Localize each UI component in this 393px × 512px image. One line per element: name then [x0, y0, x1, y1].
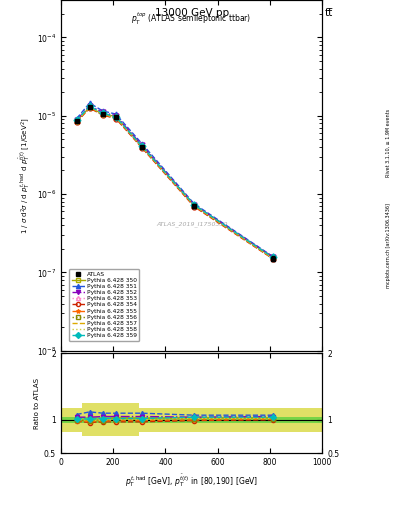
Pythia 6.428 352 — [270, 254, 275, 260]
Pythia 6.428 358 — [114, 114, 118, 120]
Pythia 6.428 357 — [100, 111, 105, 117]
Pythia 6.428 354 — [114, 116, 118, 122]
Pythia 6.428 352 — [100, 110, 105, 116]
Pythia 6.428 351 — [192, 201, 196, 207]
Pythia 6.428 350 — [114, 113, 118, 119]
Pythia 6.428 355 — [192, 203, 196, 209]
Pythia 6.428 351 — [100, 108, 105, 114]
Pythia 6.428 353 — [74, 118, 79, 124]
Pythia 6.428 353 — [192, 203, 196, 209]
Pythia 6.428 350 — [87, 104, 92, 111]
Line: Pythia 6.428 354: Pythia 6.428 354 — [74, 105, 275, 261]
Pythia 6.428 358 — [270, 255, 275, 261]
Line: Pythia 6.428 353: Pythia 6.428 353 — [74, 104, 275, 261]
Pythia 6.428 357 — [140, 143, 144, 150]
Pythia 6.428 359 — [100, 111, 105, 117]
X-axis label: $p_T^{t,\mathrm{had}}$ [GeV], $p_T^{\bar{t}(t)}$ in [80,190] [GeV]: $p_T^{t,\mathrm{had}}$ [GeV], $p_T^{\bar… — [125, 473, 258, 489]
Pythia 6.428 350 — [74, 118, 79, 124]
Pythia 6.428 356 — [192, 203, 196, 209]
Text: 13000 GeV pp: 13000 GeV pp — [154, 8, 229, 18]
Pythia 6.428 359 — [192, 202, 196, 208]
Text: ATLAS_2019_I1750330: ATLAS_2019_I1750330 — [156, 222, 227, 227]
Pythia 6.428 351 — [270, 253, 275, 260]
Pythia 6.428 356 — [114, 114, 118, 120]
Pythia 6.428 357 — [114, 114, 118, 120]
Line: Pythia 6.428 356: Pythia 6.428 356 — [74, 105, 275, 261]
Pythia 6.428 354 — [140, 145, 144, 151]
Legend: ATLAS, Pythia 6.428 350, Pythia 6.428 351, Pythia 6.428 352, Pythia 6.428 353, P: ATLAS, Pythia 6.428 350, Pythia 6.428 35… — [69, 269, 140, 341]
Pythia 6.428 350 — [192, 202, 196, 208]
Pythia 6.428 355 — [74, 119, 79, 125]
Pythia 6.428 357 — [270, 254, 275, 261]
Pythia 6.428 350 — [270, 254, 275, 261]
Pythia 6.428 358 — [100, 111, 105, 117]
Pythia 6.428 353 — [270, 255, 275, 261]
Text: mcplots.cern.ch [arXiv:1306.3436]: mcplots.cern.ch [arXiv:1306.3436] — [386, 203, 391, 288]
Pythia 6.428 356 — [100, 111, 105, 117]
Pythia 6.428 359 — [74, 117, 79, 123]
Line: Pythia 6.428 351: Pythia 6.428 351 — [74, 101, 275, 259]
Pythia 6.428 357 — [74, 118, 79, 124]
Pythia 6.428 358 — [192, 202, 196, 208]
Pythia 6.428 355 — [270, 255, 275, 262]
Text: Rivet 3.1.10, ≥ 1.9M events: Rivet 3.1.10, ≥ 1.9M events — [386, 109, 391, 178]
Pythia 6.428 354 — [192, 204, 196, 210]
Pythia 6.428 355 — [87, 104, 92, 111]
Pythia 6.428 358 — [74, 118, 79, 124]
Pythia 6.428 353 — [140, 144, 144, 150]
Line: Pythia 6.428 359: Pythia 6.428 359 — [74, 104, 275, 260]
Pythia 6.428 359 — [140, 143, 144, 150]
Pythia 6.428 354 — [74, 119, 79, 125]
Pythia 6.428 353 — [114, 114, 118, 120]
Pythia 6.428 357 — [192, 202, 196, 208]
Pythia 6.428 352 — [192, 202, 196, 208]
Pythia 6.428 351 — [87, 100, 92, 106]
Pythia 6.428 354 — [87, 105, 92, 111]
Line: Pythia 6.428 358: Pythia 6.428 358 — [77, 107, 273, 258]
Pythia 6.428 353 — [100, 111, 105, 117]
Pythia 6.428 352 — [114, 113, 118, 119]
Pythia 6.428 359 — [270, 254, 275, 260]
Pythia 6.428 351 — [140, 141, 144, 147]
Pythia 6.428 356 — [74, 118, 79, 124]
Pythia 6.428 355 — [140, 144, 144, 151]
Pythia 6.428 350 — [100, 111, 105, 117]
Text: tt̅: tt̅ — [324, 8, 332, 18]
Pythia 6.428 353 — [87, 104, 92, 110]
Pythia 6.428 355 — [100, 112, 105, 118]
Line: Pythia 6.428 350: Pythia 6.428 350 — [74, 105, 275, 260]
Pythia 6.428 350 — [140, 143, 144, 149]
Line: Pythia 6.428 352: Pythia 6.428 352 — [74, 103, 275, 259]
Y-axis label: 1 / $\sigma$ d$^{2}\!\sigma$ / d $p_T^{t,\mathrm{had}}$ d $p_T^{\bar{t}(t)}$ [1/: 1 / $\sigma$ d$^{2}\!\sigma$ / d $p_T^{t… — [18, 117, 33, 233]
Pythia 6.428 354 — [270, 255, 275, 262]
Text: $p_T^{top}$ (ATLAS semileptonic ttbar): $p_T^{top}$ (ATLAS semileptonic ttbar) — [131, 11, 252, 27]
Pythia 6.428 357 — [87, 104, 92, 110]
Pythia 6.428 359 — [87, 103, 92, 110]
Pythia 6.428 352 — [140, 142, 144, 148]
Pythia 6.428 352 — [87, 102, 92, 109]
Y-axis label: Ratio to ATLAS: Ratio to ATLAS — [34, 378, 40, 429]
Pythia 6.428 356 — [87, 104, 92, 111]
Pythia 6.428 358 — [140, 144, 144, 150]
Pythia 6.428 351 — [74, 116, 79, 122]
Pythia 6.428 355 — [114, 115, 118, 121]
Pythia 6.428 356 — [270, 255, 275, 261]
Pythia 6.428 356 — [140, 144, 144, 150]
Pythia 6.428 359 — [114, 114, 118, 120]
Pythia 6.428 351 — [114, 111, 118, 117]
Pythia 6.428 354 — [100, 112, 105, 118]
Line: Pythia 6.428 355: Pythia 6.428 355 — [74, 105, 275, 261]
Pythia 6.428 352 — [74, 117, 79, 123]
Line: Pythia 6.428 357: Pythia 6.428 357 — [77, 107, 273, 258]
Pythia 6.428 358 — [87, 104, 92, 110]
